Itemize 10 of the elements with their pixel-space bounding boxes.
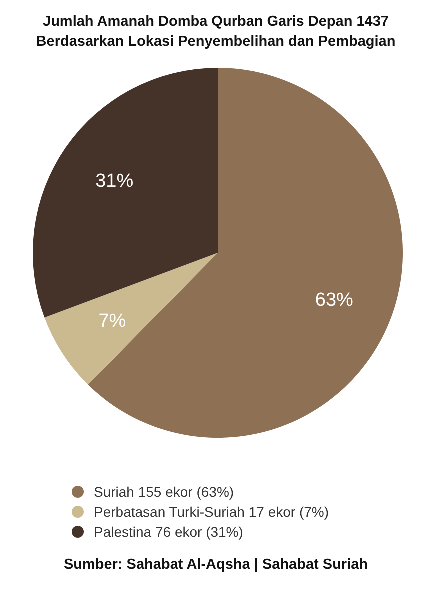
data-label: 63% [315, 290, 354, 312]
legend-label: Suriah 155 ekor (63%) [94, 484, 234, 500]
legend-label: Palestina 76 ekor (31%) [94, 524, 244, 540]
pie-slice [44, 253, 218, 385]
data-label: 31% [96, 170, 134, 192]
text: Sumber: Sahabat Al-Aqsha | Sahabat Suriah [64, 557, 368, 573]
chart-title: Jumlah Amanah Domba Qurban Garis Depan 1437 Berdasarkan Lokasi Penyembelihan dan Pembagian [36, 14, 396, 50]
pie-slice [88, 68, 403, 438]
legend-label: Perbatasan Turki-Suriah 17 ekor (7%) [94, 504, 329, 520]
data-label: 7% [98, 310, 126, 332]
